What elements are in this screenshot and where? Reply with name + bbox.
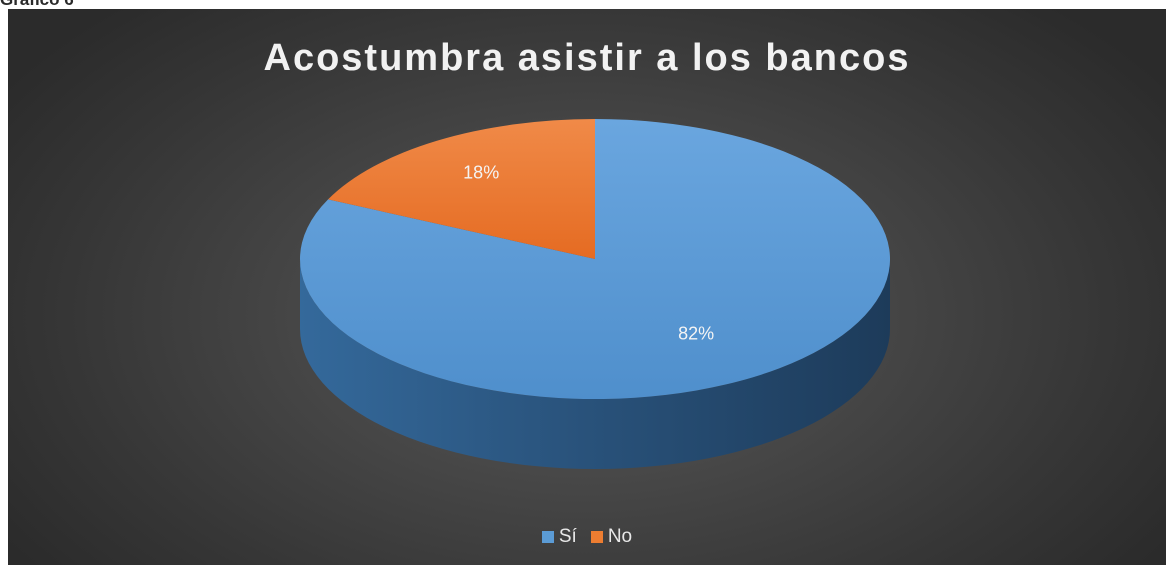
- data-label-s: 82%: [678, 323, 714, 343]
- chart-area: Acostumbra asistir a los bancos 82%: [8, 9, 1166, 565]
- pie-slice-s: [300, 119, 890, 400]
- legend-label-no: No: [607, 526, 633, 547]
- legend-label-si: Sí: [558, 526, 577, 547]
- data-label-no: 18%: [463, 163, 499, 183]
- pie-side-s: [300, 259, 890, 469]
- pie-chart: 82% 18%: [300, 119, 890, 469]
- chart-legend: Sí No: [8, 526, 1166, 548]
- legend-swatch-no: [590, 531, 603, 543]
- legend-item-no: No: [590, 526, 633, 548]
- chart-title: Acostumbra asistir a los bancos: [263, 37, 911, 79]
- legend-item-si: Sí: [541, 526, 577, 548]
- figure-caption: Gráfico 6: [0, 0, 74, 8]
- pie-slice-no: [328, 119, 595, 259]
- legend-swatch-si: [541, 531, 554, 543]
